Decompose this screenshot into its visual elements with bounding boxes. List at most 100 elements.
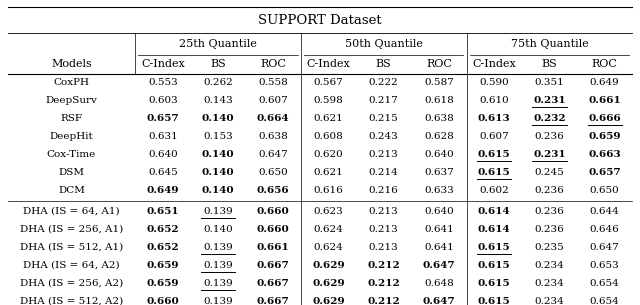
- Text: DHA (IS = 512, A1): DHA (IS = 512, A1): [20, 243, 123, 252]
- Text: 0.602: 0.602: [479, 186, 509, 195]
- Text: 50th Quantile: 50th Quantile: [345, 39, 422, 49]
- Text: 0.653: 0.653: [589, 261, 620, 270]
- Text: 25th Quantile: 25th Quantile: [179, 39, 257, 49]
- Text: 0.660: 0.660: [257, 225, 290, 234]
- Text: 0.647: 0.647: [422, 261, 455, 270]
- Text: 0.213: 0.213: [369, 243, 399, 252]
- Text: BS: BS: [210, 59, 226, 69]
- Text: 0.628: 0.628: [424, 132, 454, 141]
- Text: 0.607: 0.607: [259, 96, 288, 105]
- Text: 0.645: 0.645: [148, 168, 178, 177]
- Text: ROC: ROC: [592, 59, 618, 69]
- Text: DeepHit: DeepHit: [50, 132, 93, 141]
- Text: 0.641: 0.641: [424, 225, 454, 234]
- Text: 0.351: 0.351: [534, 78, 564, 87]
- Text: ROC: ROC: [426, 59, 452, 69]
- Text: 0.262: 0.262: [203, 78, 233, 87]
- Text: DHA (IS = 64, A1): DHA (IS = 64, A1): [23, 207, 120, 216]
- Text: 0.629: 0.629: [312, 278, 345, 288]
- Text: 0.664: 0.664: [257, 114, 289, 123]
- Text: C-Index: C-Index: [472, 59, 516, 69]
- Text: 0.231: 0.231: [533, 150, 566, 159]
- Text: 0.140: 0.140: [202, 150, 234, 159]
- Text: 0.615: 0.615: [478, 243, 511, 252]
- Text: 0.624: 0.624: [314, 243, 344, 252]
- Text: 0.614: 0.614: [478, 225, 511, 234]
- Text: 0.213: 0.213: [369, 150, 399, 159]
- Text: 0.647: 0.647: [422, 296, 455, 305]
- Text: 0.640: 0.640: [148, 150, 178, 159]
- Text: 0.646: 0.646: [589, 225, 620, 234]
- Text: 0.651: 0.651: [147, 207, 179, 216]
- Text: 0.216: 0.216: [369, 186, 399, 195]
- Text: RSF: RSF: [61, 114, 83, 123]
- Text: 0.615: 0.615: [478, 278, 511, 288]
- Text: 0.652: 0.652: [147, 243, 179, 252]
- Text: 0.590: 0.590: [479, 78, 509, 87]
- Text: C-Index: C-Index: [141, 59, 185, 69]
- Text: 0.620: 0.620: [314, 150, 344, 159]
- Text: C-Index: C-Index: [307, 59, 350, 69]
- Text: DHA (IS = 256, A1): DHA (IS = 256, A1): [20, 225, 123, 234]
- Text: 0.139: 0.139: [203, 296, 233, 305]
- Text: 0.629: 0.629: [312, 296, 345, 305]
- Text: Models: Models: [51, 59, 92, 69]
- Text: DeepSurv: DeepSurv: [45, 96, 97, 105]
- Text: 0.234: 0.234: [534, 278, 564, 288]
- Text: 0.650: 0.650: [259, 168, 288, 177]
- Text: 0.558: 0.558: [259, 78, 288, 87]
- Text: 0.657: 0.657: [147, 114, 179, 123]
- Text: 0.212: 0.212: [367, 278, 400, 288]
- Text: 0.644: 0.644: [589, 207, 620, 216]
- Text: 0.659: 0.659: [588, 132, 621, 141]
- Text: 0.140: 0.140: [202, 114, 234, 123]
- Text: 0.657: 0.657: [588, 168, 621, 177]
- Text: 0.140: 0.140: [203, 225, 233, 234]
- Text: Cox-Time: Cox-Time: [47, 150, 96, 159]
- Text: 0.215: 0.215: [369, 114, 399, 123]
- Text: 0.615: 0.615: [478, 296, 511, 305]
- Text: 0.217: 0.217: [369, 96, 399, 105]
- Text: 0.660: 0.660: [147, 296, 179, 305]
- Text: 0.212: 0.212: [367, 296, 400, 305]
- Text: 0.143: 0.143: [203, 96, 233, 105]
- Text: SUPPORT Dataset: SUPPORT Dataset: [258, 14, 382, 27]
- Text: 0.236: 0.236: [534, 207, 564, 216]
- Text: 0.615: 0.615: [478, 150, 511, 159]
- Text: 0.647: 0.647: [589, 243, 620, 252]
- Text: 0.623: 0.623: [314, 207, 344, 216]
- Text: 0.663: 0.663: [588, 150, 621, 159]
- Text: DHA (IS = 512, A2): DHA (IS = 512, A2): [20, 296, 123, 305]
- Text: 0.598: 0.598: [314, 96, 344, 105]
- Text: 0.618: 0.618: [424, 96, 454, 105]
- Text: 0.621: 0.621: [314, 114, 344, 123]
- Text: DHA (IS = 64, A2): DHA (IS = 64, A2): [23, 261, 120, 270]
- Text: 0.603: 0.603: [148, 96, 178, 105]
- Text: 0.652: 0.652: [147, 225, 179, 234]
- Text: 0.153: 0.153: [203, 132, 233, 141]
- Text: 0.637: 0.637: [424, 168, 454, 177]
- Text: 0.624: 0.624: [314, 225, 344, 234]
- Text: 0.236: 0.236: [534, 225, 564, 234]
- Text: 0.638: 0.638: [259, 132, 288, 141]
- Text: 0.236: 0.236: [534, 132, 564, 141]
- Text: DHA (IS = 256, A2): DHA (IS = 256, A2): [20, 278, 123, 288]
- Text: 0.614: 0.614: [478, 207, 511, 216]
- Text: 0.615: 0.615: [478, 168, 511, 177]
- Text: 0.139: 0.139: [203, 261, 233, 270]
- Text: 0.212: 0.212: [367, 261, 400, 270]
- Text: 0.140: 0.140: [202, 168, 234, 177]
- Text: 0.234: 0.234: [534, 261, 564, 270]
- Text: 0.222: 0.222: [369, 78, 399, 87]
- Text: 0.621: 0.621: [314, 168, 344, 177]
- Text: 0.213: 0.213: [369, 207, 399, 216]
- Text: BS: BS: [541, 59, 557, 69]
- Text: DSM: DSM: [58, 168, 84, 177]
- Text: 0.640: 0.640: [424, 207, 454, 216]
- Text: 0.243: 0.243: [369, 132, 399, 141]
- Text: 0.647: 0.647: [259, 150, 288, 159]
- Text: 0.641: 0.641: [424, 243, 454, 252]
- Text: 0.234: 0.234: [534, 296, 564, 305]
- Text: 0.139: 0.139: [203, 243, 233, 252]
- Text: 0.139: 0.139: [203, 278, 233, 288]
